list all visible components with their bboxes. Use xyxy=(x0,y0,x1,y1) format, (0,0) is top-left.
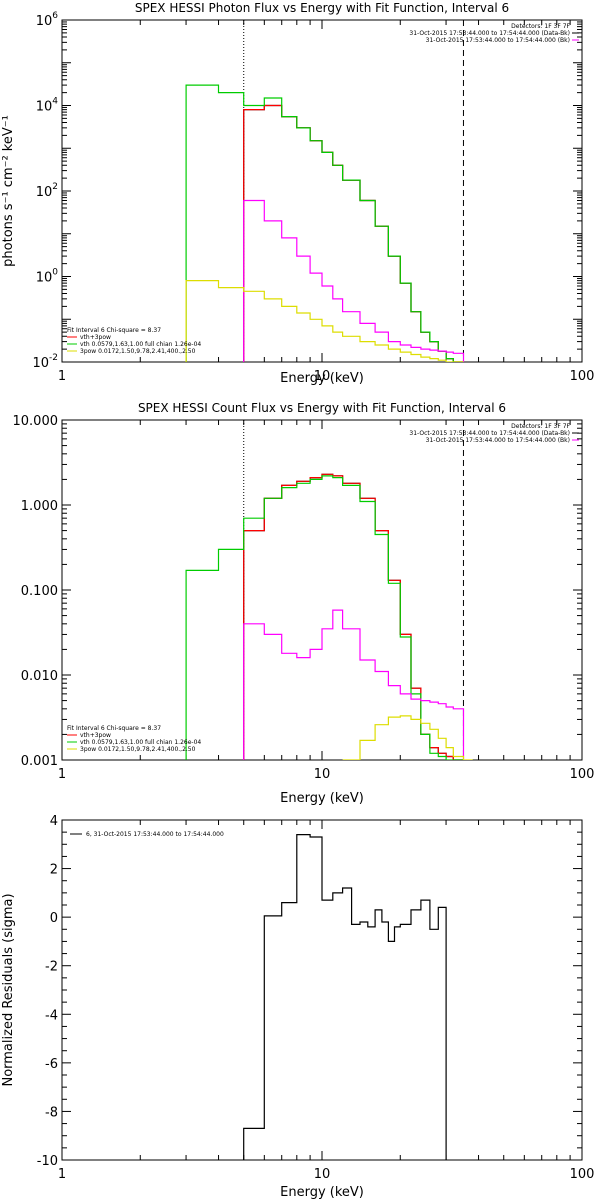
plot-frame xyxy=(61,19,583,363)
x-tick-label: 10 xyxy=(314,767,331,782)
legend-entry: 3pow 0.0172,1.50,9.78,2.41,400.,2.50 xyxy=(80,348,196,355)
y-tick-label: -8 xyxy=(45,1105,58,1120)
legend-entry: vth+3pow xyxy=(80,334,111,341)
y-axis-label: photons s⁻¹ cm⁻² keV⁻¹ xyxy=(1,115,16,267)
x-axis-label: Energy (keV) xyxy=(280,791,364,806)
y-tick-label: -6 xyxy=(45,1057,58,1072)
legend-entry: vth+3pow xyxy=(80,732,111,739)
series-vth xyxy=(185,475,464,760)
legend-entry: Fit Interval 6 Chi-square = 8.37 xyxy=(67,327,161,334)
y-tick-label: 2 xyxy=(50,863,58,878)
y-axis-label: Normalized Residuals (sigma) xyxy=(1,893,16,1086)
y-tick-label: -4 xyxy=(45,1008,58,1023)
y-tick-label: -2 xyxy=(45,960,58,975)
legend-entry: vth 0.0579,1.63,1.00 full chian 1.26e-04 xyxy=(80,341,201,348)
chart-panel-3: 1 10 100 -10 -8 -6 -4 -2 0 2 4 Energy (keV) Normaliz… xyxy=(1,814,594,1200)
y-tick-label: 104 xyxy=(36,97,59,115)
series-vth-3pow xyxy=(243,104,464,362)
series-vth xyxy=(185,84,464,362)
series-residuals xyxy=(243,834,447,1160)
legend-entry: 6, 31-Oct-2015 17:53:44.000 to 17:54:44.… xyxy=(86,831,224,838)
x-tick-label: 100 xyxy=(570,1167,595,1182)
x-tick-label: 1 xyxy=(58,369,66,384)
chart-title: SPEX HESSI Photon Flux vs Energy with Fi… xyxy=(135,1,509,15)
y-tick-label: 0.010 xyxy=(21,669,58,684)
chart-panel-1: 1 10 100 10-2 100 102 104 106 SPEX HESSI Photon … xyxy=(1,1,594,386)
header-line: 31-Oct-2015 17:53:44.000 to 17:54:44.000… xyxy=(426,437,570,444)
header-line: 31-Oct-2015 17:53:44.000 to 17:54:44.000… xyxy=(409,430,570,437)
header-line: Detectors: 1F 3F 7F xyxy=(511,423,570,430)
y-tick-label: 0 xyxy=(50,911,58,926)
chart-title: SPEX HESSI Count Flux vs Energy with Fit… xyxy=(138,401,506,415)
header-line: 31-Oct-2015 17:53:44.000 to 17:54:44.000… xyxy=(426,37,570,44)
y-tick-label: 4 xyxy=(50,814,58,829)
header-line: Detectors: 1F 3F 7F xyxy=(511,23,570,30)
x-tick-label: 10 xyxy=(314,1167,331,1182)
series-vth-3pow xyxy=(243,473,464,760)
y-tick-label: 10.000 xyxy=(13,414,59,429)
x-tick-label: 100 xyxy=(570,369,595,384)
x-tick-label: 1 xyxy=(58,1167,66,1182)
x-tick-label: 1 xyxy=(58,767,66,782)
y-tick-label: 102 xyxy=(36,182,58,200)
series-data-bk xyxy=(243,473,464,760)
series-bk xyxy=(243,609,465,760)
plot-frame xyxy=(61,419,583,761)
header-line: 31-Oct-2015 17:53:44.000 to 17:54:44.000… xyxy=(409,30,570,37)
series-3pow xyxy=(185,280,464,362)
x-axis-label: Energy (keV) xyxy=(280,1185,364,1200)
x-tick-label: 10 xyxy=(314,369,331,384)
legend-entry: 3pow 0.0172,1.50,9.78,2.41,400.,2.50 xyxy=(80,746,196,753)
legend-entry: Fit Interval 6 Chi-square = 8.37 xyxy=(67,725,161,732)
y-tick-label: -10 xyxy=(37,1154,58,1169)
chart-panel-2: 1 10 100 0.001 0.010 0.100 1.000 10.000 SPEX HES… xyxy=(13,401,595,806)
y-tick-label: 106 xyxy=(36,11,59,29)
x-axis-label: Energy (keV) xyxy=(280,371,364,386)
y-tick-label: 0.100 xyxy=(21,584,58,599)
x-tick-label: 100 xyxy=(570,767,595,782)
y-tick-label: 0.001 xyxy=(21,754,58,769)
y-tick-label: 1.000 xyxy=(21,499,58,514)
legend-entry: vth 0.0579,1.63,1.00 full chian 1.26e-04 xyxy=(80,739,201,746)
series-bk xyxy=(243,199,465,362)
series-data-bk xyxy=(243,104,464,362)
y-tick-label: 100 xyxy=(36,268,59,286)
y-tick-label: 10-2 xyxy=(32,353,58,371)
series-3pow xyxy=(342,715,473,760)
